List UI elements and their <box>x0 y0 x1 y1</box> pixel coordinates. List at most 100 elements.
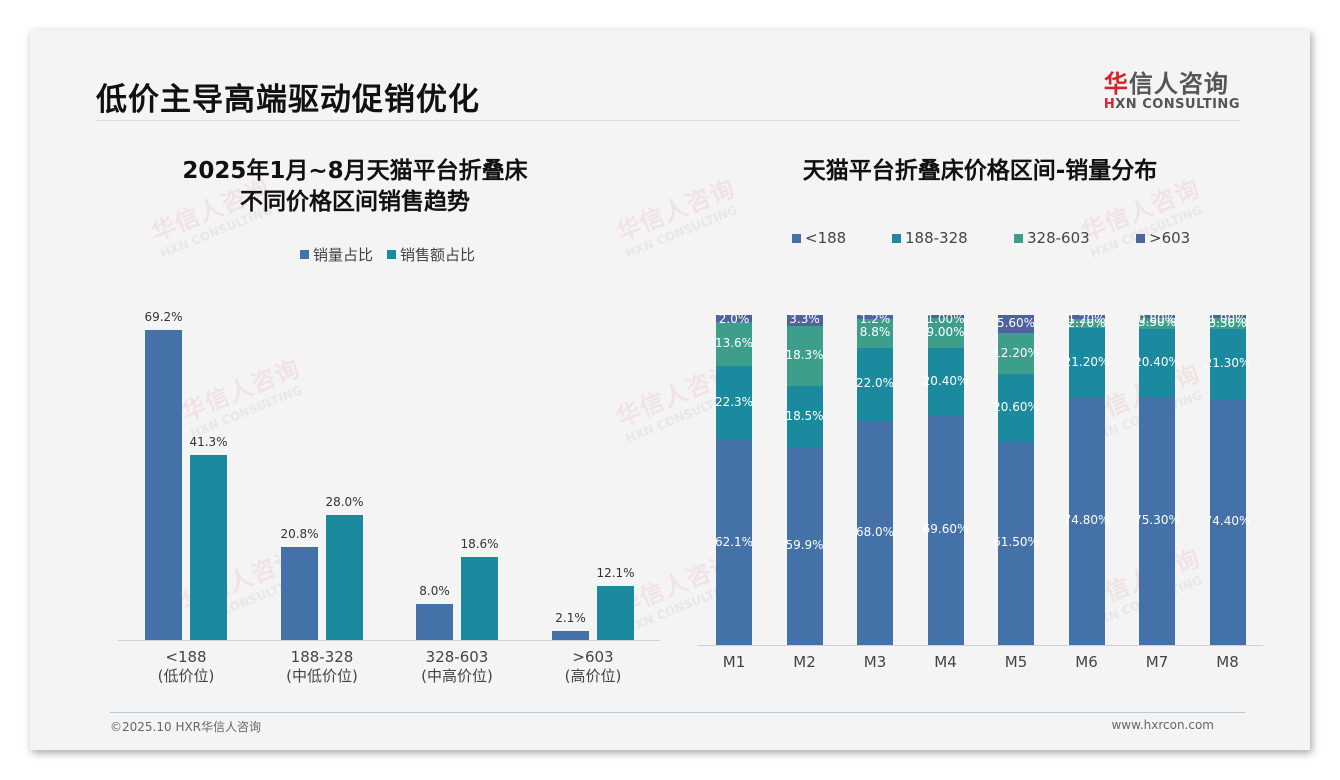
legend-item-lt188: <188 <box>792 229 892 247</box>
segment-value-label: 1.2% <box>859 312 891 326</box>
stacked-bar-segment: 22.3% <box>715 366 753 441</box>
stacked-bar-segment: 22.0% <box>856 348 894 421</box>
category-label: 328-603 (中高价位) <box>421 648 493 685</box>
title-divider <box>96 120 1241 121</box>
category-label: <188 (低价位) <box>157 648 215 685</box>
stacked-bar-segment: 62.1% <box>715 440 753 645</box>
logo-accent: 华 <box>1103 70 1129 98</box>
bar-value-label: 18.6% <box>460 536 499 551</box>
bar-value-label: 8.0% <box>419 584 450 599</box>
bar <box>461 556 498 640</box>
segment-value-label: 18.3% <box>785 348 824 363</box>
stacked-bar-segment: 74.40% <box>1205 399 1250 645</box>
month-label: M2 <box>793 653 816 671</box>
segment-value-label: 3.50% <box>1137 315 1177 330</box>
bar <box>326 514 363 640</box>
logo-en-accent: H <box>1103 97 1116 112</box>
segment-value-label: 18.5% <box>785 408 824 423</box>
month-label: M3 <box>863 653 887 671</box>
stacked-bar-segment: 2.70% <box>1067 316 1105 330</box>
stacked-bar-segment: 2.0% <box>716 312 752 326</box>
stacked-bar-segment: 21.20% <box>1064 327 1109 398</box>
stacked-bar-segment: 68.0% <box>856 420 894 645</box>
bar-value-label: 41.3% <box>189 434 228 449</box>
stacked-bar-segment: 3.30% <box>1208 316 1246 330</box>
month-label: M7 <box>1145 653 1169 671</box>
segment-value-label: 2.0% <box>718 312 750 326</box>
stacked-bar-segment: 9.00% <box>926 318 965 348</box>
bar <box>552 630 589 640</box>
category-label: >603 (高价位) <box>564 648 622 685</box>
stacked-bar-segment: 59.9% <box>785 447 824 645</box>
stacked-bar-segment: 8.8% <box>857 318 893 348</box>
segment-value-label: 9.00% <box>926 325 965 340</box>
segment-value-label: 1.00% <box>1208 312 1247 326</box>
month-label: M5 <box>1004 653 1028 671</box>
bar <box>145 330 182 640</box>
segment-value-label: 1.20% <box>1067 312 1106 326</box>
segment-value-label: 68.0% <box>855 524 895 539</box>
segment-value-label: 21.20% <box>1063 354 1110 369</box>
segment-value-label: 5.60% <box>996 316 1036 331</box>
bar-value-label: 69.2% <box>144 310 183 324</box>
left-chart-title: 2025年1月~8月天猫平台折叠床 不同价格区间销售趋势 <box>182 158 528 215</box>
segment-value-label: 3.30% <box>1208 315 1247 330</box>
segment-value-label: 75.30% <box>1134 512 1180 527</box>
stacked-bar-segment: 1.00% <box>926 312 964 326</box>
segment-value-label: 20.60% <box>993 399 1039 414</box>
stacked-bar-segment: 69.60% <box>923 415 968 645</box>
stacked-bar-segment: 75.30% <box>1134 396 1180 645</box>
stacked-bar-segment: 18.3% <box>785 325 824 387</box>
stacked-bar-segment: 3.3% <box>786 312 823 326</box>
right-chart-legend: <188 188-328 328-603 >603 <box>792 229 1190 247</box>
segment-value-label: 3.3% <box>789 312 820 327</box>
legend-swatch-icon <box>792 233 801 243</box>
stacked-bar-segment: 0.80% <box>1138 312 1176 326</box>
stacked-bar-segment: 1.20% <box>1067 312 1105 326</box>
month-label: M8 <box>1216 653 1239 671</box>
month-label: M6 <box>1075 653 1098 671</box>
segment-value-label: 13.6% <box>714 336 754 351</box>
bar-value-label: 20.8% <box>280 526 319 541</box>
slide: 华信人咨询 HXN CONSULTING 华信人咨询 HXN CONSULTING … <box>30 30 1310 750</box>
bar <box>190 454 227 640</box>
stacked-bar-segment: 1.00% <box>1208 312 1246 326</box>
segment-value-label: 1.00% <box>926 312 965 326</box>
stacked-bar-segment: 20.40% <box>923 348 968 416</box>
legend-item-188-328: 188-328 <box>892 229 1014 247</box>
x-axis-line <box>118 640 660 641</box>
company-logo: 华信人咨询 HXN CONSULTING <box>1104 64 1240 112</box>
stacked-bar-segment: 20.60% <box>993 373 1039 442</box>
left-chart-legend: 销量占比 销售额占比 <box>300 244 475 265</box>
bar-value-label: 12.1% <box>596 565 635 580</box>
segment-value-label: 61.50% <box>993 535 1039 550</box>
segment-value-label: 0.80% <box>1137 312 1177 326</box>
segment-value-label: 74.80% <box>1063 513 1110 528</box>
bar <box>597 585 634 640</box>
legend-swatch-icon <box>300 250 309 259</box>
segment-value-label: 12.20% <box>993 345 1039 360</box>
stacked-bar-segment: 18.5% <box>785 386 824 448</box>
stacked-bar-segment: 1.2% <box>857 312 893 326</box>
segment-value-label: 8.8% <box>859 325 891 340</box>
stacked-bar-segment: 13.6% <box>715 321 753 367</box>
footer-copyright: ©2025.10 HXR华信人咨询 <box>110 720 262 734</box>
segment-value-label: 22.3% <box>714 395 754 410</box>
bar <box>281 546 318 640</box>
logo-cn-text: 信人咨询 <box>1128 70 1229 98</box>
segment-value-label: 20.40% <box>1134 354 1180 369</box>
legend-swatch-icon <box>892 233 901 243</box>
logo-en-text: XN CONSULTING <box>1115 97 1240 112</box>
month-label: M1 <box>722 653 746 671</box>
footer-website[interactable]: www.hxrcon.com <box>1111 718 1214 732</box>
segment-value-label: 20.40% <box>922 373 969 388</box>
legend-swatch-icon <box>1136 233 1145 243</box>
segment-value-label: 21.30% <box>1204 356 1251 371</box>
category-label: 188-328 (中低价位) <box>286 648 358 685</box>
bar <box>416 604 453 640</box>
segment-value-label: 22.0% <box>855 376 895 391</box>
stacked-bar-segment: 21.30% <box>1205 329 1250 400</box>
legend-item-sales-amount: 销售额占比 <box>387 244 475 265</box>
stacked-bar-segment: 74.80% <box>1064 397 1109 645</box>
